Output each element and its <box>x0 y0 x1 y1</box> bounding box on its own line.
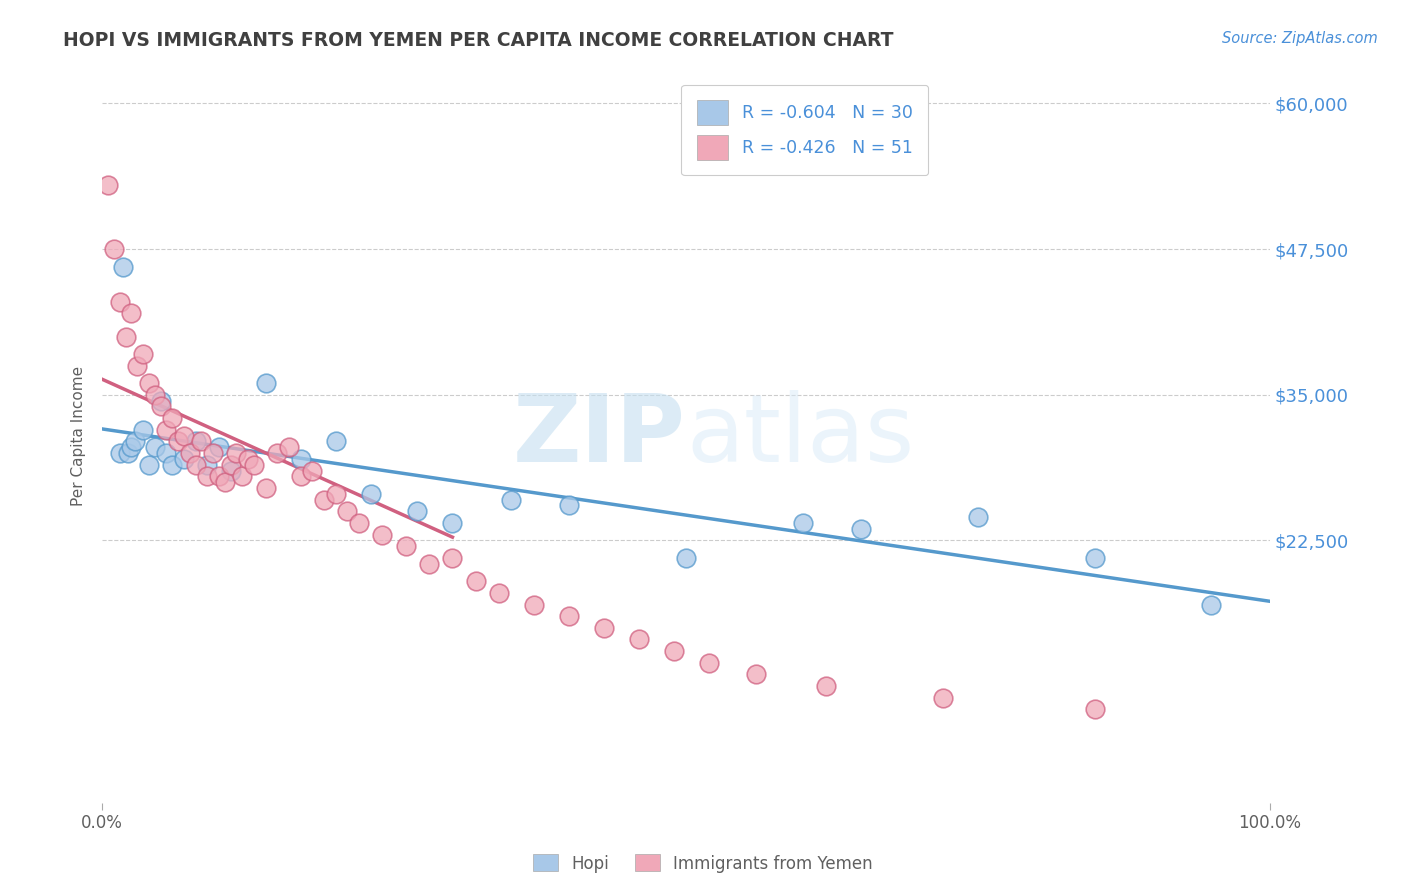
Point <box>173 428 195 442</box>
Point <box>112 260 135 274</box>
Point <box>290 469 312 483</box>
Point <box>225 446 247 460</box>
Point <box>132 423 155 437</box>
Point <box>488 586 510 600</box>
Point <box>108 294 131 309</box>
Point <box>441 516 464 530</box>
Point <box>114 329 136 343</box>
Legend: Hopi, Immigrants from Yemen: Hopi, Immigrants from Yemen <box>527 847 879 880</box>
Point <box>464 574 486 589</box>
Point <box>162 411 184 425</box>
Point <box>1084 550 1107 565</box>
Point <box>155 446 177 460</box>
Point <box>628 632 651 647</box>
Point <box>97 178 120 192</box>
Point <box>138 458 160 472</box>
Point <box>208 469 231 483</box>
Point <box>406 504 429 518</box>
Point <box>664 644 686 658</box>
Point <box>179 446 201 460</box>
Point <box>124 434 146 449</box>
Point <box>219 463 242 477</box>
Point <box>173 451 195 466</box>
Point <box>120 440 142 454</box>
Point <box>745 667 768 681</box>
Point <box>849 522 872 536</box>
Point <box>143 388 166 402</box>
Text: Source: ZipAtlas.com: Source: ZipAtlas.com <box>1222 31 1378 46</box>
Point <box>143 440 166 454</box>
Point <box>371 527 394 541</box>
Point <box>523 598 546 612</box>
Point <box>593 621 616 635</box>
Y-axis label: Per Capita Income: Per Capita Income <box>72 366 86 506</box>
Point <box>266 446 288 460</box>
Point <box>1201 598 1223 612</box>
Point <box>395 539 418 553</box>
Point <box>932 690 955 705</box>
Point <box>347 516 370 530</box>
Point <box>325 434 347 449</box>
Point <box>301 463 323 477</box>
Text: ZIP: ZIP <box>513 390 686 482</box>
Point <box>162 458 184 472</box>
Point <box>441 550 464 565</box>
Point <box>290 451 312 466</box>
Point <box>103 242 125 256</box>
Point <box>149 393 172 408</box>
Point <box>120 306 142 320</box>
Point <box>231 469 253 483</box>
Point <box>214 475 236 490</box>
Point <box>418 557 440 571</box>
Point <box>558 499 581 513</box>
Point <box>208 440 231 454</box>
Point <box>219 458 242 472</box>
Point <box>558 609 581 624</box>
Point <box>697 656 720 670</box>
Point <box>336 504 359 518</box>
Point <box>278 440 301 454</box>
Legend: R = -0.604   N = 30, R = -0.426   N = 51: R = -0.604 N = 30, R = -0.426 N = 51 <box>681 85 928 176</box>
Point <box>325 487 347 501</box>
Point <box>792 516 814 530</box>
Point <box>499 492 522 507</box>
Point <box>132 347 155 361</box>
Point <box>108 446 131 460</box>
Point <box>195 469 218 483</box>
Point <box>127 359 149 373</box>
Point <box>966 510 988 524</box>
Point <box>360 487 382 501</box>
Point <box>149 400 172 414</box>
Point <box>312 492 335 507</box>
Point <box>236 451 259 466</box>
Point <box>254 376 277 391</box>
Point <box>202 446 225 460</box>
Point <box>1084 702 1107 716</box>
Point <box>167 434 190 449</box>
Point <box>184 458 207 472</box>
Point <box>243 458 266 472</box>
Point <box>184 434 207 449</box>
Point <box>155 423 177 437</box>
Point <box>117 446 139 460</box>
Point <box>815 679 838 693</box>
Point <box>138 376 160 391</box>
Point <box>190 434 212 449</box>
Point <box>195 458 218 472</box>
Text: HOPI VS IMMIGRANTS FROM YEMEN PER CAPITA INCOME CORRELATION CHART: HOPI VS IMMIGRANTS FROM YEMEN PER CAPITA… <box>63 31 894 50</box>
Point <box>675 550 697 565</box>
Text: atlas: atlas <box>686 390 914 482</box>
Point <box>254 481 277 495</box>
